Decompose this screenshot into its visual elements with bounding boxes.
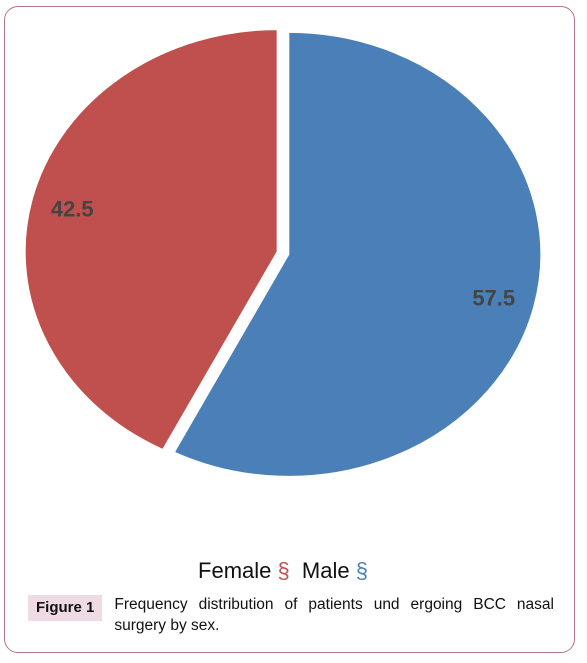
pie-label-female: 42.5 [51,196,94,221]
legend-mark-male: § [355,558,368,583]
caption-text: Frequency distribution of patients und e… [114,596,554,634]
pie-slice-male [173,31,542,477]
legend-item-male: Male § [302,558,368,583]
pie-slice-female [24,29,278,451]
legend-label-male: Male [301,558,350,583]
legend-item-female: Female § [198,558,296,583]
figure-tag: Figure 1 [28,595,103,621]
pie-label-male: 57.5 [472,286,515,311]
legend-mark-female: § [277,558,290,583]
pie-chart: 57.5 42.5 [24,29,542,477]
figure-caption: Figure 1 Frequency distribution of patie… [28,594,554,636]
chart-legend: Female § Male § [0,558,566,584]
legend-label-female: Female [198,558,272,583]
pie-slices [24,29,542,477]
pie-slice-labels: 57.5 42.5 [51,196,515,310]
